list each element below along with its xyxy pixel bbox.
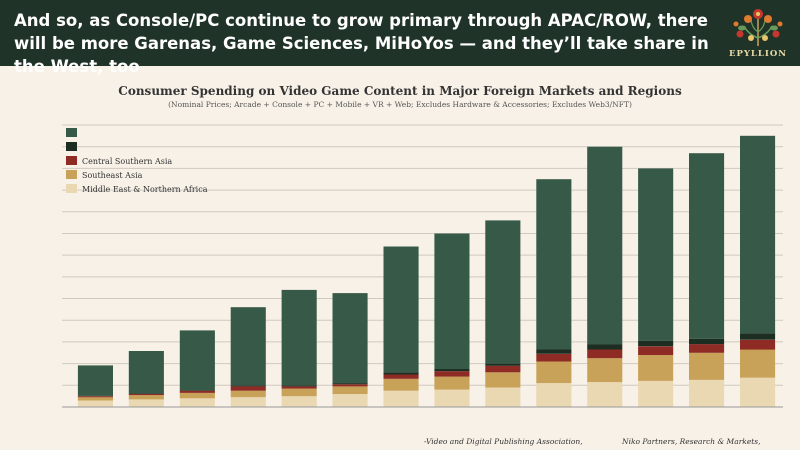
legend: Central Southern Asia Southeast Asia Middl… <box>66 128 208 194</box>
bar-segment-5-series-2 <box>281 388 317 397</box>
bar-segment-7-series-1 <box>383 390 419 407</box>
bar-segment-2-series-1 <box>128 399 164 407</box>
legend-label-5: Middle East & Northern Africa <box>82 185 208 194</box>
bar-segment-7-series-2 <box>383 378 419 391</box>
bar-segment-14-series-3 <box>740 339 776 350</box>
bar-segment-1-series-3 <box>77 396 113 398</box>
bar-segment-14-series-1 <box>740 377 776 407</box>
bar-segment-11-series-1 <box>587 382 623 407</box>
bar-segment-6-series-5 <box>332 293 368 384</box>
bar-segment-8-series-3 <box>434 371 470 377</box>
bar-segment-7-series-4 <box>383 372 419 375</box>
bar-segment-1-series-2 <box>77 397 113 401</box>
bar-segment-6-series-3 <box>332 384 368 387</box>
bar-segment-4-series-2 <box>230 390 266 398</box>
bar-segment-11-series-2 <box>587 358 623 383</box>
bar-segment-10-series-1 <box>536 383 572 407</box>
bar-segment-1-series-5 <box>77 365 113 396</box>
bar-segment-7-series-3 <box>383 374 419 379</box>
bar-segment-9-series-5 <box>485 220 521 364</box>
bar-segment-13-series-5 <box>689 153 725 339</box>
bar-segment-4-series-1 <box>230 397 266 407</box>
bar-segment-4-series-5 <box>230 307 266 386</box>
legend-swatch-1 <box>66 128 77 137</box>
legend-label-3: Central Southern Asia <box>82 157 172 166</box>
bar-segment-10-series-5 <box>536 179 572 350</box>
bar-segment-11-series-4 <box>587 344 623 350</box>
bar-segment-7-series-5 <box>383 246 419 373</box>
bar-segment-13-series-1 <box>689 379 725 407</box>
bar-segment-9-series-4 <box>485 363 521 366</box>
gridlines <box>62 124 783 408</box>
bar-segment-14-series-2 <box>740 349 776 378</box>
bar-segment-12-series-5 <box>638 168 674 341</box>
legend-swatch-5 <box>66 184 77 193</box>
legend-swatch-3 <box>66 156 77 165</box>
legend-label-4: Southeast Asia <box>82 171 143 180</box>
bar-segment-11-series-5 <box>587 146 623 345</box>
bars <box>77 135 776 407</box>
bar-segment-13-series-4 <box>689 338 725 345</box>
floral-logo-icon <box>733 9 783 46</box>
slide-headline: And so, as Console/PC continue to grow p… <box>14 11 709 76</box>
chart-subtitle: (Nominal Prices; Arcade + Console + PC +… <box>168 100 632 109</box>
epyllion-logo: EPYLLION <box>718 4 798 64</box>
bar-segment-2-series-2 <box>128 395 164 400</box>
bar-segment-12-series-3 <box>638 346 674 355</box>
bar-segment-2-series-5 <box>128 351 164 394</box>
header-bar: And so, as Console/PC continue to grow p… <box>0 0 800 76</box>
bar-segment-5-series-1 <box>281 396 317 407</box>
bar-segment-9-series-2 <box>485 372 521 388</box>
bar-segment-6-series-1 <box>332 394 368 407</box>
bar-segment-9-series-1 <box>485 387 521 407</box>
bar-segment-5-series-3 <box>281 386 317 389</box>
bar-segment-13-series-3 <box>689 344 725 353</box>
bar-segment-3-series-5 <box>179 330 215 391</box>
bar-segment-13-series-2 <box>689 352 725 380</box>
bar-segment-3-series-1 <box>179 398 215 407</box>
bar-segment-11-series-3 <box>587 349 623 359</box>
source-note-right: Niko Partners, Research & Markets, <box>622 437 761 446</box>
bar-segment-8-series-1 <box>434 389 470 407</box>
bar-segment-4-series-3 <box>230 386 266 391</box>
bar-segment-3-series-3 <box>179 390 215 393</box>
source-note-left: -Video and Digital Publishing Associatio… <box>424 437 583 446</box>
bar-segment-3-series-4 <box>179 390 215 391</box>
bar-segment-6-series-2 <box>332 386 368 394</box>
chart-title: Consumer Spending on Video Game Content … <box>118 84 682 98</box>
bar-segment-5-series-5 <box>281 289 317 386</box>
bar-segment-10-series-2 <box>536 361 572 384</box>
bar-segment-2-series-4 <box>128 393 164 394</box>
bar-segment-12-series-4 <box>638 340 674 347</box>
bar-segment-3-series-2 <box>179 392 215 399</box>
bar-segment-4-series-4 <box>230 385 266 387</box>
bar-segment-8-series-5 <box>434 233 470 370</box>
bar-segment-5-series-4 <box>281 385 317 387</box>
bar-segment-14-series-4 <box>740 333 776 340</box>
bar-segment-8-series-4 <box>434 369 470 372</box>
bar-segment-9-series-3 <box>485 365 521 373</box>
bar-segment-12-series-1 <box>638 381 674 407</box>
bar-segment-12-series-2 <box>638 354 674 381</box>
bar-segment-10-series-3 <box>536 353 572 362</box>
bar-segment-6-series-4 <box>332 383 368 385</box>
bar-segment-8-series-2 <box>434 376 470 390</box>
legend-swatch-4 <box>66 170 77 179</box>
bar-segment-14-series-5 <box>740 135 776 334</box>
legend-swatch-2 <box>66 142 77 151</box>
bar-segment-10-series-4 <box>536 349 572 354</box>
logo-text: EPYLLION <box>728 49 788 59</box>
bar-segment-1-series-1 <box>77 400 113 407</box>
bar-segment-2-series-3 <box>128 394 164 396</box>
